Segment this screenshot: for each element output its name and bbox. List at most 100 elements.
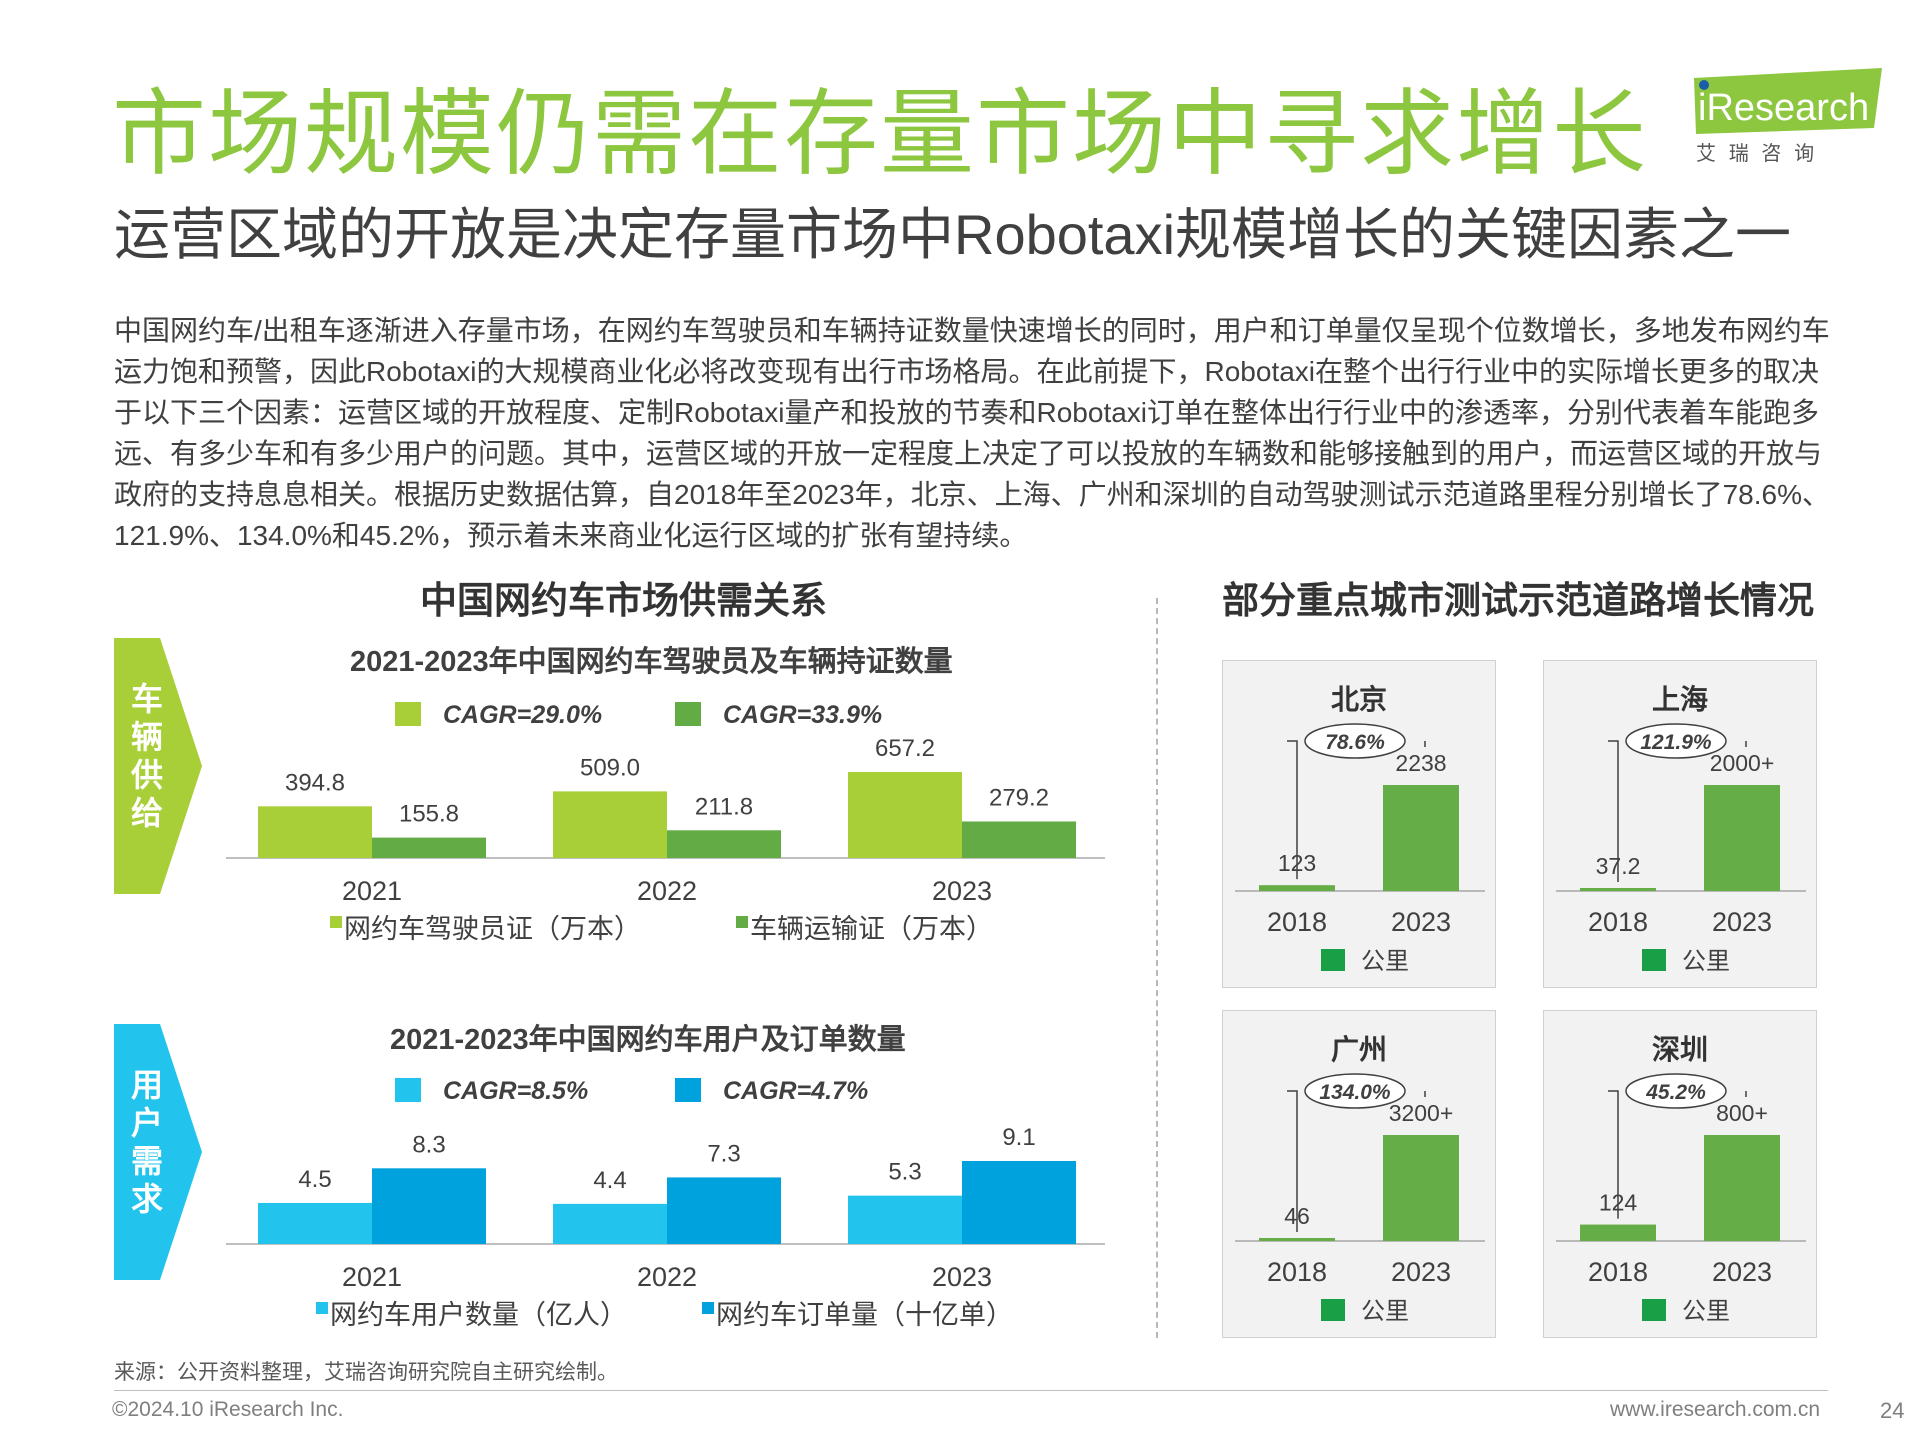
growth-badge [1625,1073,1727,1109]
city-chart-guangzhou: 广州 134.0% 46 2018 3200+ 2023 公里 [1235,1033,1485,1325]
cagr-label: CAGR=8.5% [443,1077,588,1105]
bar [1383,785,1459,891]
growth-label: 45.2% [1645,1081,1706,1104]
data-label: 9.1 [1002,1124,1035,1151]
cagr-label: CAGR=29.0% [443,701,602,729]
legend-label: 公里 [1361,947,1409,975]
x-tick-label: 2023 [1712,907,1772,937]
growth-bracket [1608,740,1619,882]
cagr-swatch [395,702,421,726]
section-divider [1156,598,1158,1338]
city-card-beijing: 北京 78.6% 123 2018 2238 2023 公里 [1222,660,1496,988]
demand-tag-label: 用户需求 [131,1066,163,1218]
x-tick-label: 2022 [637,876,697,906]
data-label: 211.8 [695,793,753,820]
legend-label: 车辆运输证（万本） [750,914,993,945]
x-tick-label: 2018 [1588,1257,1648,1287]
cagr-legend: CAGR=8.5% CAGR=4.7% [395,1077,868,1105]
legend-swatch [316,1302,328,1314]
city-chart-shenzhen: 深圳 45.2% 124 2018 800+ 2023 公里 [1556,1033,1806,1325]
x-tick-label: 2021 [342,1262,402,1292]
page-number: 24 [1880,1398,1905,1423]
bar [553,1203,667,1244]
x-tick-label: 2023 [1391,1257,1451,1287]
x-tick-label: 2023 [932,1262,992,1292]
bar [667,1177,781,1244]
supply-bar-chart: CAGR=29.0% CAGR=33.9% 394.8 155.8 2021 509.0 2… [226,701,1105,945]
bar [1580,888,1656,891]
city-card-guangzhou: 广州 134.0% 46 2018 3200+ 2023 公里 [1222,1010,1496,1338]
x-tick-label: 2018 [1267,907,1327,937]
demand-tag-shape [114,1024,202,1280]
growth-label: 78.6% [1325,731,1385,754]
bar [848,1195,962,1244]
data-label: 279.2 [989,784,1049,811]
cagr-swatch [675,1078,701,1102]
cagr-swatch [675,702,701,726]
growth-badge [1304,1073,1406,1109]
data-label: 2000+ [1710,750,1775,776]
x-tick-label: 2022 [637,1262,697,1292]
bar [258,806,372,858]
bar [962,821,1076,858]
bar [553,791,667,858]
growth-bracket [1608,1090,1619,1219]
city-chart-shanghai: 上海 121.9% 37.2 2018 2000+ 2023 公里 [1556,683,1806,975]
city-name: 北京 [1331,683,1387,716]
supply-tag-label: 车辆供给 [131,680,163,832]
x-tick-label: 2023 [1391,907,1451,937]
cagr-legend: CAGR=29.0% CAGR=33.9% [395,701,882,729]
city-name: 深圳 [1652,1033,1708,1066]
bar [1259,885,1335,891]
bar [962,1161,1076,1244]
legend-swatch [702,1302,714,1314]
bar [1704,785,1780,891]
website-link[interactable]: www.iresearch.com.cn [1610,1398,1821,1421]
page-title: 市场规模仍需在存量市场中寻求增长 [112,81,1649,186]
data-label: 123 [1278,850,1316,876]
growth-label: 134.0% [1319,1081,1391,1104]
bar [372,1168,486,1244]
bar [848,772,962,858]
legend-label: 网约车订单量（十亿单） [716,1300,1013,1331]
legend-swatch [1642,949,1666,971]
data-label: 37.2 [1596,853,1641,879]
footer-divider [114,1390,1828,1391]
data-label: 2238 [1395,750,1446,776]
growth-badge [1625,723,1727,759]
data-label: 5.3 [888,1159,921,1186]
city-card-shanghai: 上海 121.9% 37.2 2018 2000+ 2023 公里 [1543,660,1817,988]
growth-bracket [1287,740,1298,880]
legend-label: 公里 [1682,947,1730,975]
growth-bracket [1287,1090,1298,1232]
bar [1383,1135,1459,1241]
cagr-label: CAGR=4.7% [723,1077,868,1105]
bar [372,837,486,858]
data-label: 4.4 [593,1167,626,1194]
legend-label: 网约车用户数量（亿人） [330,1300,627,1331]
demand-chart-title: 2021-2023年中国网约车用户及订单数量 [390,1024,906,1056]
bar [1580,1224,1656,1241]
page-subtitle: 运营区域的开放是决定存量市场中Robotaxi规模增长的关键因素之一 [114,203,1792,266]
x-tick-label: 2021 [342,876,402,906]
data-label: 7.3 [707,1140,740,1167]
legend-swatch [1642,1299,1666,1321]
data-label: 509.0 [580,754,640,781]
city-name: 广州 [1331,1033,1387,1066]
legend-swatch [1321,949,1345,971]
x-tick-label: 2023 [1712,1257,1772,1287]
legend-swatch [1321,1299,1345,1321]
data-label: 657.2 [875,735,935,762]
bar [1704,1135,1780,1241]
x-tick-label: 2018 [1267,1257,1327,1287]
data-label: 155.8 [399,801,459,828]
logo-tagline: 艾 瑞 咨 询 [1696,141,1814,165]
data-label: 124 [1599,1190,1638,1216]
legend-label: 公里 [1682,1297,1730,1325]
logo-banner [1694,68,1882,134]
x-tick-label: 2023 [932,876,992,906]
source-note: 来源：公开资料整理，艾瑞咨询研究院自主研究绘制。 [114,1361,618,1384]
bar [1259,1238,1335,1241]
city-chart-beijing: 北京 78.6% 123 2018 2238 2023 公里 [1235,683,1485,975]
city-card-shenzhen: 深圳 45.2% 124 2018 800+ 2023 公里 [1543,1010,1817,1338]
